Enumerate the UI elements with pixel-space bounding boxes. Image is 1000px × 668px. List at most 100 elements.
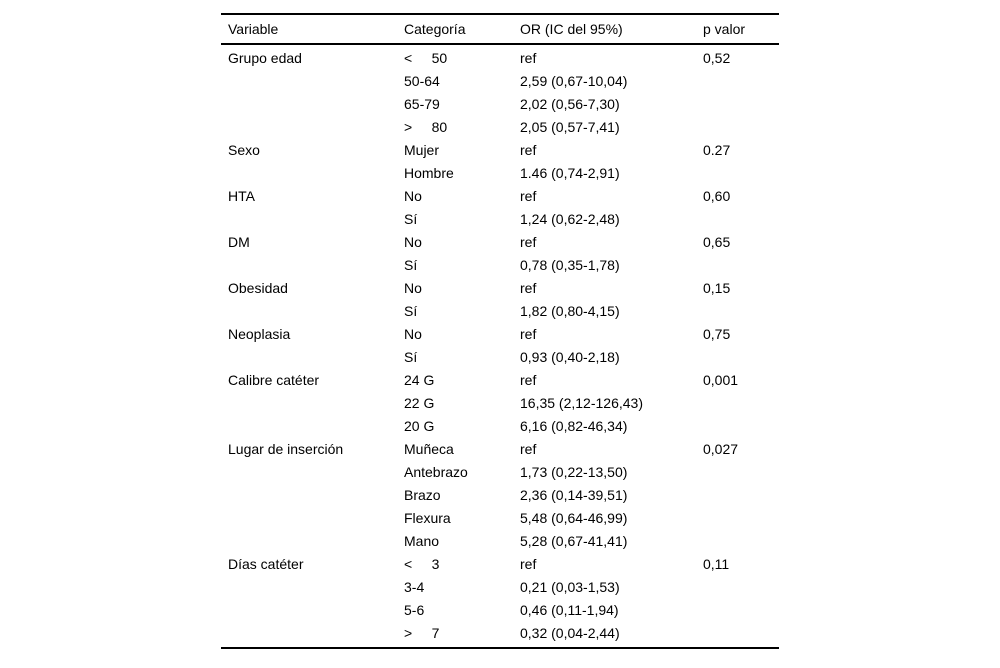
or-cell: ref [520,326,537,342]
variable-cell [221,300,397,323]
variable-cell: Obesidad [228,280,288,296]
variable-cell: Días catéter [228,556,304,572]
category-cell: 22 G [404,395,435,411]
variable-cell [221,415,397,438]
regression-table: Variable Categoría OR (IC del 95%) p val… [221,13,779,649]
p-cell [696,599,779,622]
variable-cell [221,93,397,116]
category-cell: 50-64 [404,73,440,89]
category-cell: Sí [404,211,418,227]
table-row: 50-64 2,59 (0,67-10,04) [221,70,779,93]
p-cell [696,392,779,415]
table-row: Flexura 5,48 (0,64-46,99) [221,507,779,530]
category-cell: No [404,280,422,296]
table-row: Sexo Mujer ref 0.27 [221,139,779,162]
variable-cell [221,507,397,530]
p-cell [696,208,779,231]
or-cell: ref [520,280,537,296]
category-cell: No [404,188,422,204]
p-cell [696,116,779,139]
p-cell [696,300,779,323]
or-cell: 2,36 (0,14-39,51) [520,487,628,503]
p-cell: 0,65 [703,234,731,250]
table-row: 5-6 0,46 (0,11-1,94) [221,599,779,622]
variable-cell [221,70,397,93]
variable-cell: Lugar de inserción [228,441,344,457]
or-cell: ref [520,50,537,66]
table-row: 65-79 2,02 (0,56-7,30) [221,93,779,116]
or-cell: 2,59 (0,67-10,04) [520,73,628,89]
p-cell [696,622,779,645]
or-cell: 0,78 (0,35-1,78) [520,257,620,273]
p-cell: 0,001 [703,372,739,388]
table-row: 22 G 16,35 (2,12-126,43) [221,392,779,415]
table-row: Mano 5,28 (0,67-41,41) [221,530,779,553]
table-row: Hombre 1.46 (0,74-2,91) [221,162,779,185]
p-cell: 0,60 [703,188,731,204]
category-cell: 5-6 [404,602,425,618]
category-cell: Sí [404,303,418,319]
variable-cell: HTA [228,188,255,204]
or-cell: 6,16 (0,82-46,34) [520,418,628,434]
variable-cell [221,346,397,369]
table-row: > 80 2,05 (0,57-7,41) [221,116,779,139]
category-cell: No [404,234,422,250]
p-cell: 0,52 [703,50,731,66]
or-cell: 16,35 (2,12-126,43) [520,395,643,411]
p-cell: 0,15 [703,280,731,296]
category-cell: Hombre [404,165,454,181]
category-cell: 20 G [404,418,435,434]
table-row: Sí 0,93 (0,40-2,18) [221,346,779,369]
or-cell: 1,82 (0,80-4,15) [520,303,620,319]
or-cell: 1.46 (0,74-2,91) [520,165,620,181]
p-cell [696,162,779,185]
or-cell: 0,21 (0,03-1,53) [520,579,620,595]
or-cell: 0,32 (0,04-2,44) [520,625,620,641]
table-row: 3-4 0,21 (0,03-1,53) [221,576,779,599]
p-cell [696,346,779,369]
table-row: > 7 0,32 (0,04-2,44) [221,622,779,645]
or-cell: 2,02 (0,56-7,30) [520,96,620,112]
or-cell: ref [520,556,537,572]
table-row: Antebrazo 1,73 (0,22-13,50) [221,461,779,484]
or-cell: ref [520,234,537,250]
header-cell-or: OR (IC del 95%) [520,21,623,37]
category-cell: > 80 [404,119,448,135]
category-cell: Sí [404,349,418,365]
variable-cell: Sexo [228,142,260,158]
category-cell: Sí [404,257,418,273]
p-cell [696,576,779,599]
category-cell: 24 G [404,372,435,388]
table-row: Brazo 2,36 (0,14-39,51) [221,484,779,507]
category-cell: Antebrazo [404,464,468,480]
table-row: Grupo edad < 50 ref 0,52 [221,47,779,70]
or-cell: 0,93 (0,40-2,18) [520,349,620,365]
category-cell: < 50 [404,50,448,66]
or-cell: ref [520,441,537,457]
category-cell: > 7 [404,625,440,641]
table-row: Sí 1,24 (0,62-2,48) [221,208,779,231]
p-cell [696,530,779,553]
variable-cell [221,576,397,599]
variable-cell [221,530,397,553]
table-row: Sí 0,78 (0,35-1,78) [221,254,779,277]
p-cell [696,415,779,438]
or-cell: 1,24 (0,62-2,48) [520,211,620,227]
category-cell: Mano [404,533,440,549]
or-cell: 2,05 (0,57-7,41) [520,119,620,135]
p-cell: 0,027 [703,441,739,457]
p-cell: 0,11 [703,556,730,572]
p-cell [696,507,779,530]
table-row: HTA No ref 0,60 [221,185,779,208]
or-cell: 0,46 (0,11-1,94) [520,602,619,618]
category-cell: Mujer [404,142,440,158]
variable-cell: DM [228,234,250,250]
variable-cell [221,622,397,645]
variable-cell [221,254,397,277]
or-cell: ref [520,188,537,204]
category-cell: No [404,326,422,342]
category-cell: Brazo [404,487,441,503]
or-cell: 5,28 (0,67-41,41) [520,533,628,549]
variable-cell [221,484,397,507]
